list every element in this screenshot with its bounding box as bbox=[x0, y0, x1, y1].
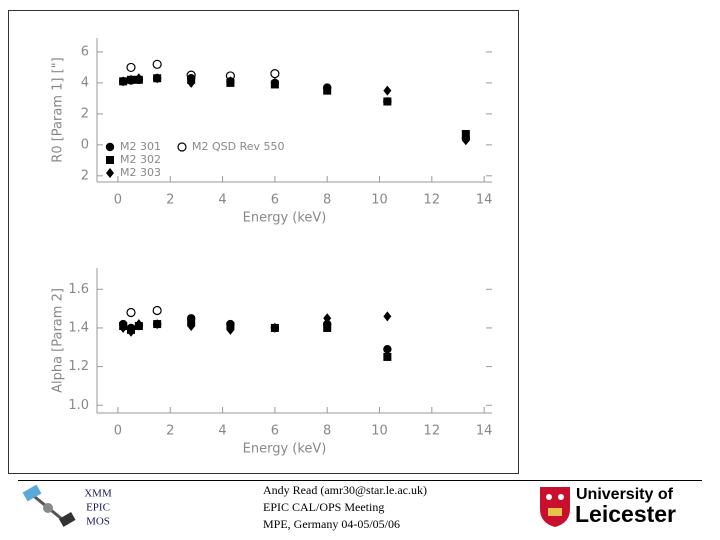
legend-label: M2 QSD Rev 550 bbox=[192, 140, 285, 153]
logo-text: Leicester bbox=[575, 501, 676, 527]
x-tick-label: 14 bbox=[476, 193, 493, 208]
legend-swatch bbox=[177, 142, 187, 152]
x-tick-label: 10 bbox=[371, 424, 388, 439]
mission-line: MOS bbox=[86, 516, 110, 528]
y-tick-label: 1.0 bbox=[68, 398, 89, 413]
university-logo: University of Leicester bbox=[540, 486, 676, 527]
point bbox=[270, 77, 279, 88]
point bbox=[226, 76, 235, 87]
point bbox=[126, 62, 136, 73]
x-tick-label: 12 bbox=[424, 424, 441, 439]
x-tick-label: 6 bbox=[271, 193, 279, 208]
x-tick-label: 2 bbox=[166, 424, 174, 439]
point bbox=[383, 352, 392, 361]
x-tick-label: 10 bbox=[371, 193, 388, 208]
x-tick-label: 14 bbox=[476, 424, 493, 439]
point bbox=[383, 97, 392, 106]
point bbox=[127, 74, 136, 85]
x-axis-title: Energy (keV) bbox=[243, 211, 327, 226]
point bbox=[153, 73, 162, 84]
y-tick-label: 2 bbox=[81, 106, 89, 121]
point bbox=[383, 311, 392, 322]
legend-entry: M2 303 bbox=[106, 166, 161, 179]
author-line: Andy Read (amr30@star.le.ac.uk) bbox=[263, 483, 427, 497]
y-tick-label: 1.6 bbox=[68, 282, 89, 297]
point bbox=[134, 73, 143, 84]
y-axis-title: Alpha [Param 2] bbox=[51, 288, 66, 393]
point bbox=[461, 130, 470, 138]
y-axis-title: R0 [Param 1] ["] bbox=[51, 57, 66, 162]
y-tick-label: 2 bbox=[81, 168, 89, 183]
mission-line: EPIC bbox=[86, 502, 110, 514]
point bbox=[134, 319, 143, 330]
point bbox=[225, 71, 236, 81]
legend-swatch bbox=[106, 156, 114, 164]
mission-line: XMM bbox=[84, 488, 112, 500]
point bbox=[126, 307, 136, 318]
legend-swatch bbox=[105, 142, 115, 152]
x-tick-label: 12 bbox=[424, 193, 441, 208]
legend-swatch bbox=[106, 168, 114, 178]
legend-entry: M2 301 bbox=[105, 140, 161, 153]
plot: 1.0 1.2 1.4 1.6 0 2 4 6 8 10 12 14 Energy (keV) Alpha… bbox=[51, 268, 493, 457]
legend-label: M2 302 bbox=[120, 153, 161, 166]
y-tick-label: 6 bbox=[81, 44, 89, 59]
x-tick-label: 0 bbox=[114, 424, 122, 439]
legend-label: M2 303 bbox=[120, 166, 161, 179]
x-tick-label: 4 bbox=[218, 424, 226, 439]
point bbox=[226, 324, 235, 335]
logo-text: University of bbox=[576, 486, 674, 503]
x-axis-title: Energy (keV) bbox=[243, 442, 327, 457]
figure-frame bbox=[8, 10, 519, 474]
point bbox=[152, 59, 162, 69]
plot: 2 0 2 4 6 0 2 4 6 8 10 12 14 Energy (keV) R0 [Param 1]… bbox=[51, 38, 493, 226]
legend-entry: M2 302 bbox=[106, 153, 161, 166]
point bbox=[187, 77, 196, 88]
x-tick-label: 8 bbox=[323, 424, 331, 439]
author-line: EPIC CAL/OPS Meeting bbox=[263, 500, 384, 514]
point bbox=[152, 305, 162, 316]
point bbox=[383, 85, 392, 96]
point bbox=[187, 321, 196, 331]
point bbox=[127, 326, 136, 337]
point bbox=[270, 69, 280, 79]
author-line: MPE, Germany 04-05/05/06 bbox=[263, 517, 400, 531]
x-tick-label: 8 bbox=[323, 193, 331, 208]
point bbox=[383, 345, 392, 354]
point bbox=[119, 76, 128, 87]
y-tick-label: 1.2 bbox=[68, 359, 89, 374]
point bbox=[323, 313, 332, 324]
point bbox=[323, 323, 332, 332]
x-tick-label: 4 bbox=[218, 193, 226, 208]
legend-label: M2 301 bbox=[120, 140, 161, 153]
y-tick-label: 0 bbox=[81, 137, 89, 152]
x-tick-label: 6 bbox=[271, 424, 279, 439]
point bbox=[153, 319, 162, 330]
satellite-icon bbox=[22, 484, 76, 527]
legend-entry: M2 QSD Rev 550 bbox=[177, 140, 285, 153]
point bbox=[270, 322, 279, 333]
point bbox=[461, 135, 470, 146]
x-tick-label: 0 bbox=[114, 193, 122, 208]
point bbox=[119, 322, 128, 333]
y-tick-label: 4 bbox=[81, 75, 89, 90]
y-tick-label: 1.4 bbox=[68, 320, 89, 335]
point bbox=[186, 70, 196, 80]
point bbox=[323, 84, 332, 95]
x-tick-label: 2 bbox=[166, 193, 174, 208]
